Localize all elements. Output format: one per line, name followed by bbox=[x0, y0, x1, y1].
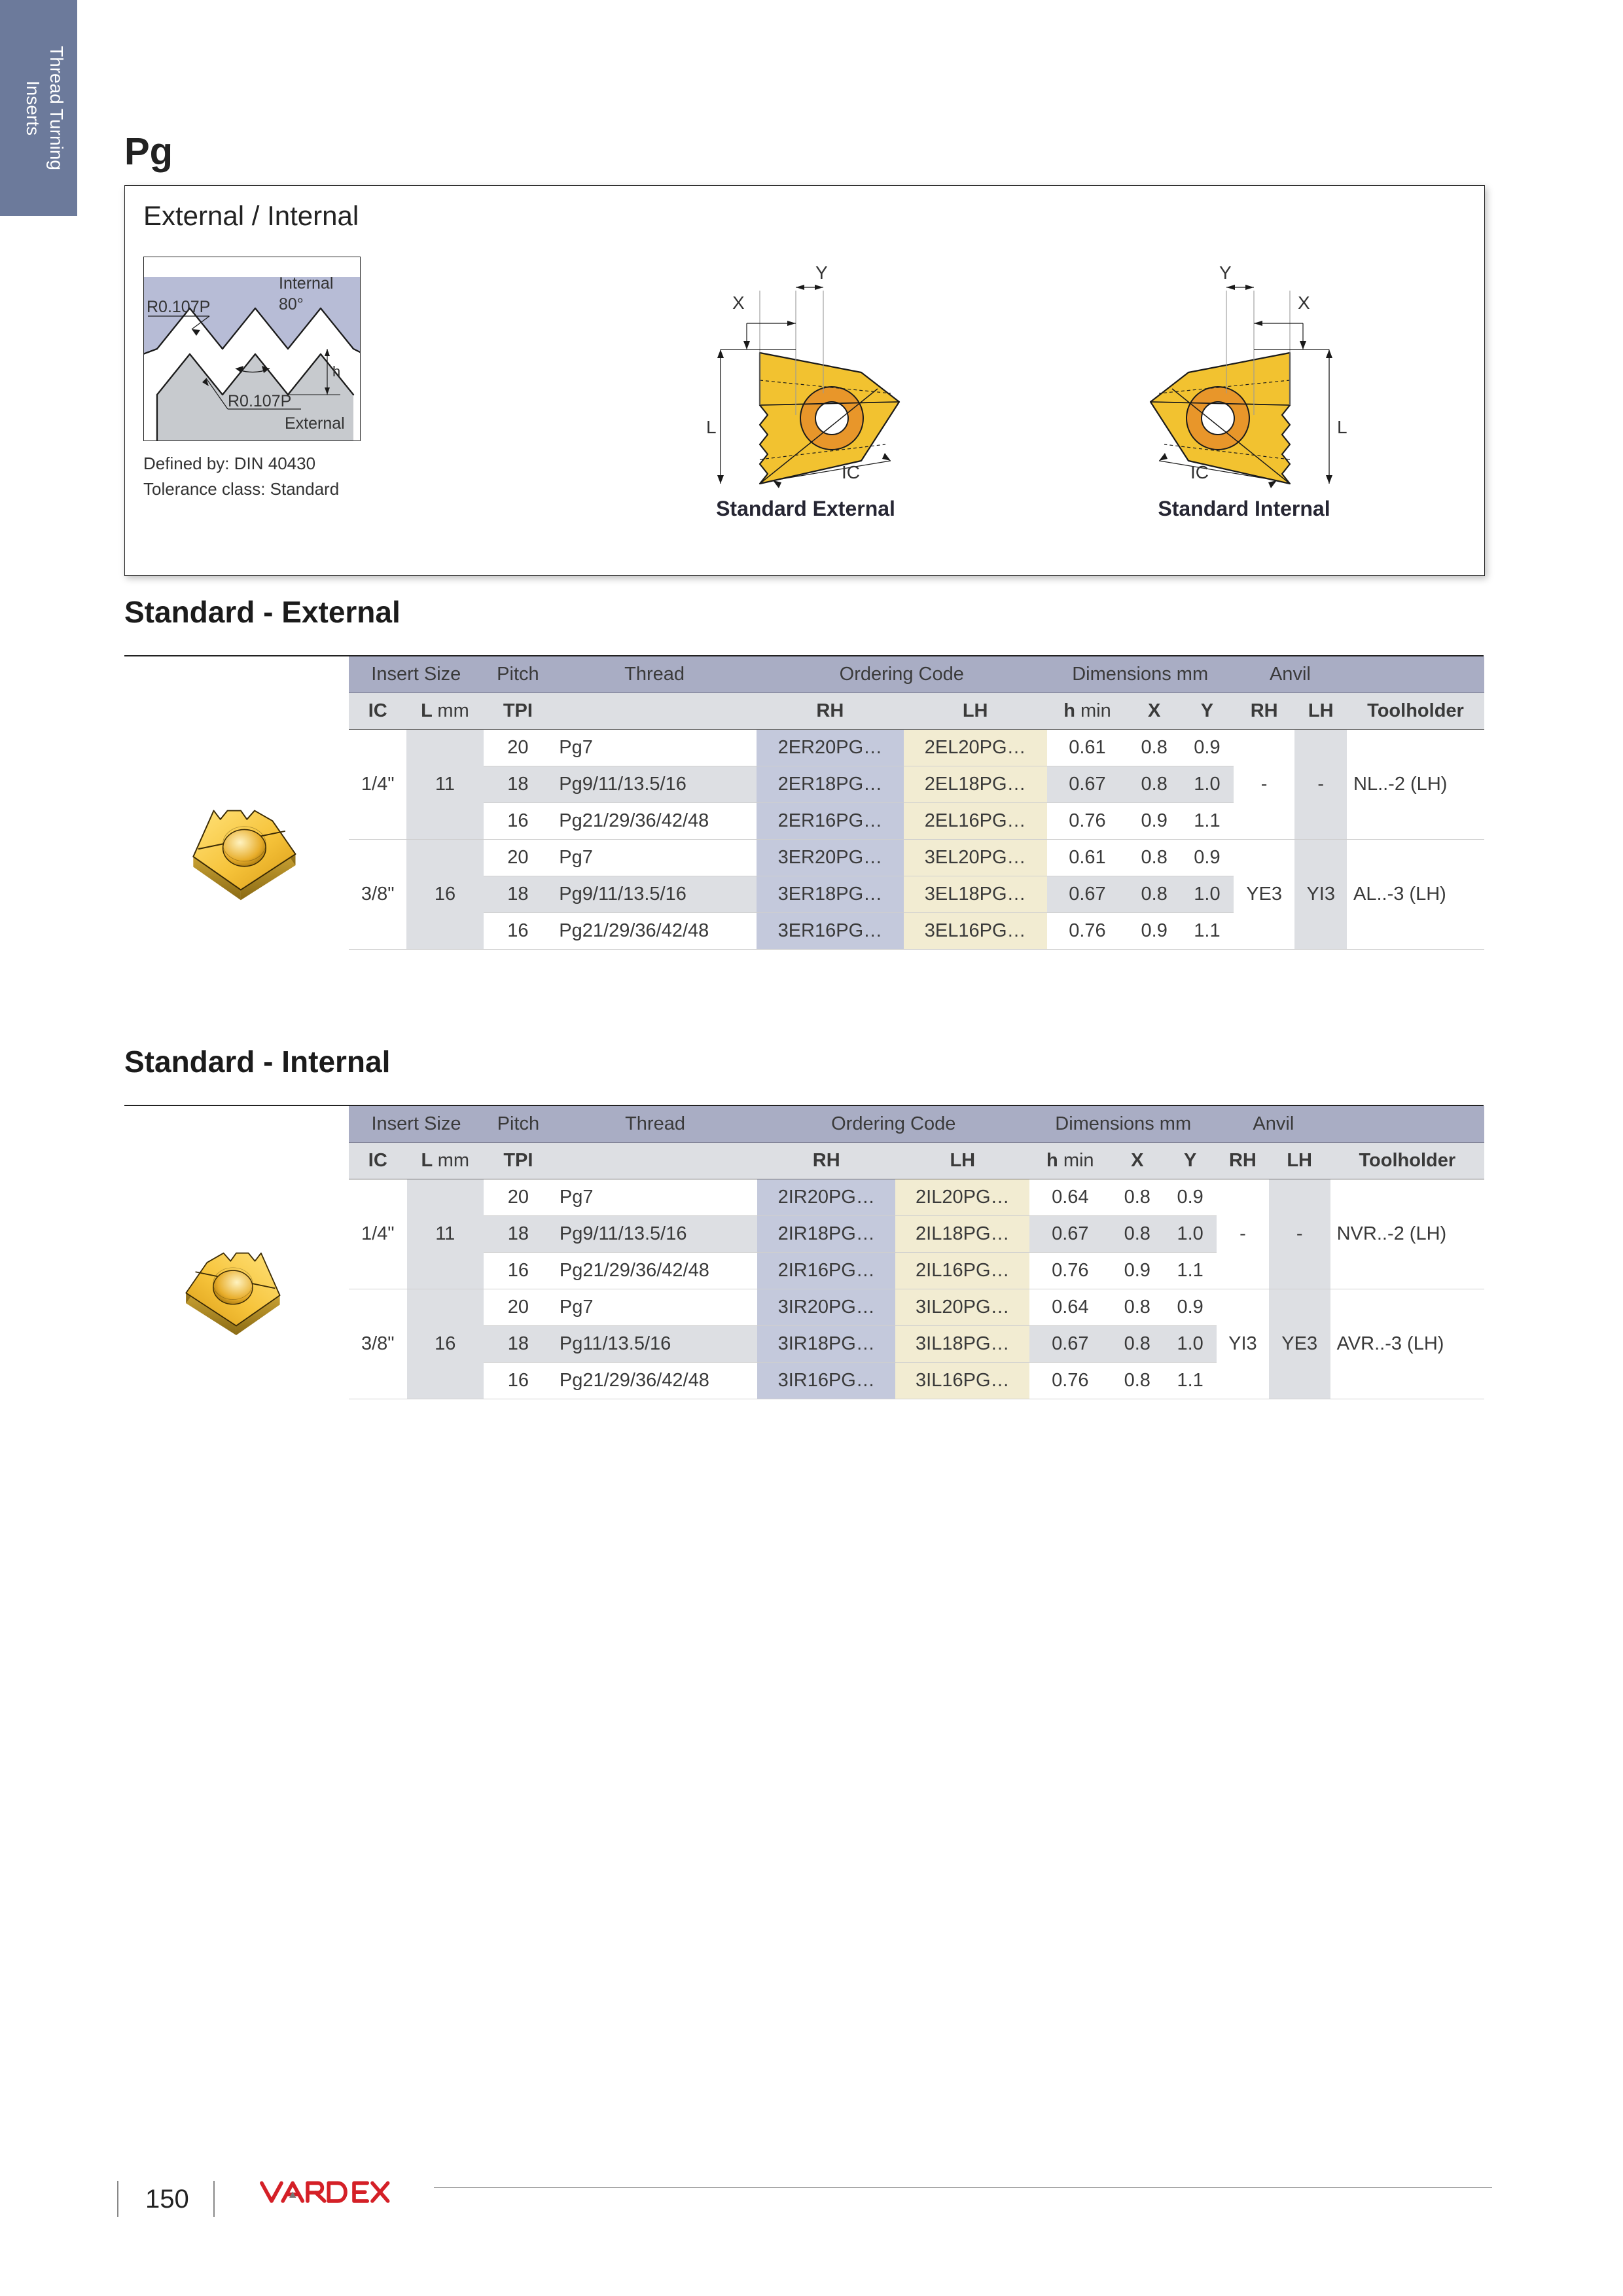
svg-text:Internal: Internal bbox=[279, 274, 333, 293]
svg-text:X: X bbox=[1298, 293, 1310, 313]
svg-text:Y: Y bbox=[815, 264, 828, 283]
svg-text:L: L bbox=[1337, 417, 1347, 437]
svg-text:R0.107P: R0.107P bbox=[147, 298, 210, 316]
svg-text:h: h bbox=[332, 363, 340, 380]
svg-text:IC: IC bbox=[1190, 462, 1209, 482]
svg-text:External: External bbox=[285, 414, 345, 433]
svg-text:R0.107P: R0.107P bbox=[228, 392, 291, 410]
svg-text:X: X bbox=[732, 293, 745, 313]
svg-text:80°: 80° bbox=[279, 295, 304, 314]
svg-text:Y: Y bbox=[1219, 264, 1232, 283]
svg-text:L: L bbox=[706, 417, 717, 437]
svg-text:IC: IC bbox=[842, 462, 860, 482]
